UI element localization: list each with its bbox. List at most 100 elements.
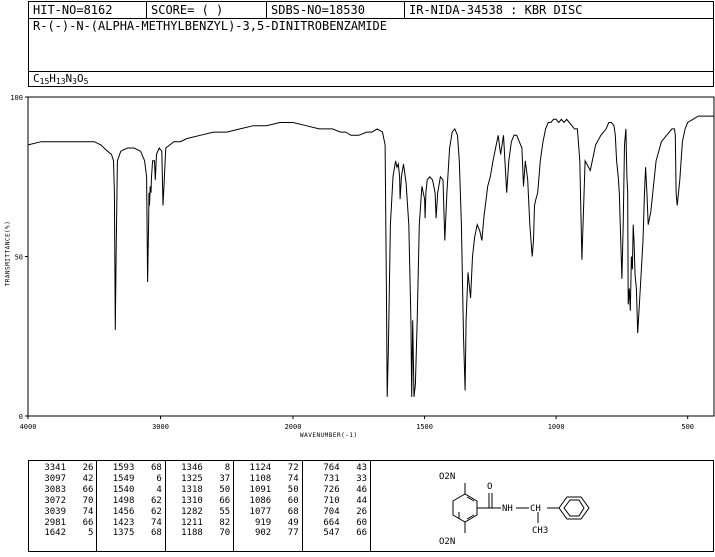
peak-transmittance: 4 — [156, 484, 162, 495]
hit-number: HIT-NO=8162 — [29, 2, 147, 18]
peak-transmittance: 74 — [82, 506, 94, 517]
peak-wavenumber: 1124 — [249, 463, 272, 473]
y-tick-label: 100 — [10, 94, 23, 102]
peak-transmittance: 68 — [287, 506, 299, 517]
peak-wavenumber: 1456 — [112, 506, 135, 517]
peak-transmittance: 74 — [150, 517, 162, 528]
peak-transmittance: 72 — [287, 463, 299, 473]
peak-row: 919 49 — [237, 517, 299, 529]
peak-wavenumber: 3039 — [44, 506, 66, 517]
peak-row: 1086 60 — [237, 495, 299, 507]
peak-wavenumber: 764 — [323, 463, 340, 473]
header-bar: HIT-NO=8162 SCORE= ( ) SDBS-NO=18530 IR-… — [28, 1, 714, 19]
compound-name: R-(-)-N-(ALPHA-METHYLBENZYL)-3,5-DINITRO… — [33, 19, 388, 33]
peak-row: 1108 74 — [237, 473, 299, 485]
peak-transmittance: 55 — [219, 506, 231, 517]
peak-table: 3341 26 3097 42 3083 66 3072 70 3039 74 2981 66 1642… — [28, 460, 371, 552]
peak-transmittance: 66 — [82, 484, 94, 495]
peak-row: 1124 72 — [237, 463, 299, 474]
peak-wavenumber: 1091 — [249, 484, 272, 495]
molecular-formula: C15H13N3O5 — [33, 72, 89, 86]
peak-wavenumber: 1108 — [249, 473, 272, 484]
peak-transmittance: 43 — [356, 463, 368, 473]
peak-transmittance: 60 — [287, 495, 299, 506]
peak-row: 902 77 — [237, 528, 299, 539]
peak-column: 764 43 731 33 726 46 710 44 704 26 664 60 547 66 — [303, 461, 370, 551]
peak-wavenumber: 1188 — [181, 528, 203, 539]
peak-row: 1211 82 — [169, 518, 230, 529]
peak-wavenumber: 1282 — [181, 506, 203, 517]
peak-transmittance: 5 — [87, 528, 94, 539]
nitro-top-label: O2N — [439, 472, 455, 482]
peak-row: 726 46 — [306, 485, 367, 496]
peak-transmittance: 49 — [287, 517, 299, 528]
nitro-bottom-label: O2N — [439, 537, 455, 547]
peak-transmittance: 82 — [219, 517, 231, 528]
peak-wavenumber: 3072 — [44, 495, 66, 506]
peak-wavenumber: 1540 — [112, 484, 135, 495]
peak-wavenumber: 1549 — [112, 473, 135, 484]
peak-transmittance: 50 — [219, 484, 231, 495]
peak-row: 1325 37 — [169, 474, 230, 485]
peak-transmittance: 44 — [356, 495, 368, 506]
score: SCORE= ( ) — [147, 2, 267, 18]
peak-row: 664 60 — [306, 518, 367, 529]
peak-column: 1593 68 1549 6 1540 4 1498 62 1456 62 1423 74 1375 68 — [97, 461, 166, 551]
peak-column: 1346 8 1325 37 1318 50 1310 66 1282 55 1211 82 1188 7… — [166, 461, 235, 551]
peak-wavenumber: 3097 — [44, 473, 66, 484]
peak-transmittance: 60 — [356, 517, 368, 528]
peak-wavenumber: 919 — [254, 517, 272, 528]
peak-row: 2981 66 — [32, 518, 93, 529]
peak-transmittance: 8 — [224, 463, 231, 473]
peak-wavenumber: 1086 — [249, 495, 272, 506]
peak-wavenumber: 1325 — [181, 473, 203, 484]
peak-transmittance: 62 — [150, 506, 162, 517]
peak-row: 1423 74 — [100, 517, 162, 529]
peak-transmittance: 66 — [356, 528, 368, 539]
peak-wavenumber: 710 — [323, 495, 340, 506]
x-tick-label: 500 — [681, 423, 694, 431]
peak-row: 3072 70 — [32, 496, 93, 507]
peak-row: 1318 50 — [169, 485, 230, 496]
peak-row: 1346 8 — [169, 463, 230, 474]
formula-box: C15H13N3O5 — [28, 71, 714, 87]
peak-wavenumber: 1077 — [249, 506, 272, 517]
x-tick-label: 4000 — [20, 423, 37, 431]
peak-transmittance: 46 — [356, 484, 368, 495]
peak-wavenumber: 547 — [323, 528, 340, 539]
x-axis-label: WAVENUMBER(-1) — [300, 432, 358, 439]
peak-wavenumber: 1318 — [181, 484, 203, 495]
peak-transmittance: 50 — [287, 484, 299, 495]
peak-row: 3039 74 — [32, 507, 93, 518]
peak-wavenumber: 731 — [323, 473, 340, 484]
peak-row: 3097 42 — [32, 474, 93, 485]
peak-row: 1091 50 — [237, 484, 299, 496]
peak-row: 1456 62 — [100, 506, 162, 518]
peak-transmittance: 42 — [82, 473, 94, 484]
x-tick-label: 1500 — [416, 423, 433, 431]
peak-wavenumber: 1593 — [112, 463, 135, 473]
peak-row: 1549 6 — [100, 473, 162, 485]
peak-wavenumber: 704 — [323, 506, 340, 517]
y-tick-label: 0 — [19, 413, 23, 421]
plot-frame — [27, 96, 715, 417]
peak-row: 1642 5 — [32, 528, 93, 539]
peak-row: 3083 66 — [32, 485, 93, 496]
peak-wavenumber: 1211 — [181, 517, 203, 528]
peak-transmittance: 66 — [219, 495, 231, 506]
peak-transmittance: 26 — [82, 463, 94, 473]
peak-wavenumber: 1375 — [112, 528, 135, 539]
peak-wavenumber: 1498 — [112, 495, 135, 506]
peak-row: 1310 66 — [169, 496, 230, 507]
structure-panel: O2N O2N O NH CH CH3 — [371, 460, 714, 552]
peak-transmittance: 70 — [219, 528, 231, 539]
peak-wavenumber: 726 — [323, 484, 340, 495]
peak-wavenumber: 1642 — [44, 528, 66, 539]
compound-name-box: R-(-)-N-(ALPHA-METHYLBENZYL)-3,5-DINITRO… — [28, 18, 714, 72]
peak-transmittance: 66 — [82, 517, 94, 528]
peak-wavenumber: 902 — [254, 528, 272, 539]
peak-transmittance: 37 — [219, 473, 231, 484]
peak-transmittance: 77 — [287, 528, 299, 539]
peak-row: 1188 70 — [169, 528, 230, 539]
